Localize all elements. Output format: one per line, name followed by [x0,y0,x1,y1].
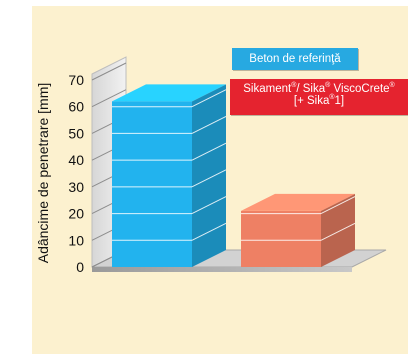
y-tick-label-50: 50 [68,125,84,141]
bar-top-face [241,193,355,211]
bar-side-gridline [320,196,356,215]
floor-edge [92,267,352,272]
legend-sika-reg-4: ® [329,94,335,102]
y-tick-label-60: 60 [68,99,84,115]
bar-sika-admixture [241,193,356,267]
bar-top-face [112,84,226,102]
bar-front-face [241,210,321,267]
bar-side-gridline [191,89,227,108]
bar-side-gridline [191,196,227,215]
y-axis-label: Adâncime de penetrare [mm] [35,83,51,264]
bar-side-face [192,84,226,267]
y-tick-label-40: 40 [68,152,84,168]
bar-side-face [321,193,355,267]
gridline-70 [91,62,127,81]
y-tick-label-30: 30 [68,179,84,195]
bar-beton-de-referinta [112,84,227,267]
legend-sika-reg-3: ® [389,82,395,90]
legend-sika-reg-2: ® [325,82,331,90]
legend-sika-text-4: [+ Sika [293,95,330,107]
bar-side-gridline [191,142,227,161]
legend-beton-label: Beton de referinţă [249,53,341,65]
legend-sika-admixture: Sikament®/ Sika® ViscoCrete® [+ Sika®1] [230,79,408,115]
bar-side-gridline [191,169,227,188]
y-tick-label-10: 10 [68,232,84,248]
legend-sika-reg-1: ® [291,82,297,90]
y-tick-label-0: 0 [76,259,84,275]
bar-front-face [112,101,192,267]
bar-side-gridline [191,222,227,241]
legend-beton-de-referinta: Beton de referinţă [232,48,358,70]
y-tick-label-70: 70 [68,72,84,88]
legend-sika-text-3: ViscoCrete [330,83,390,95]
legend-sika-text-5: 1] [334,95,345,107]
bar-side-gridline [320,222,356,241]
y-tick-label-20: 20 [68,206,84,222]
gridline-60 [91,89,127,108]
bar-side-gridline [191,115,227,134]
legend-sika-text-2: / Sika [296,83,326,95]
legend-sika-text-1: Sikament [243,83,292,95]
